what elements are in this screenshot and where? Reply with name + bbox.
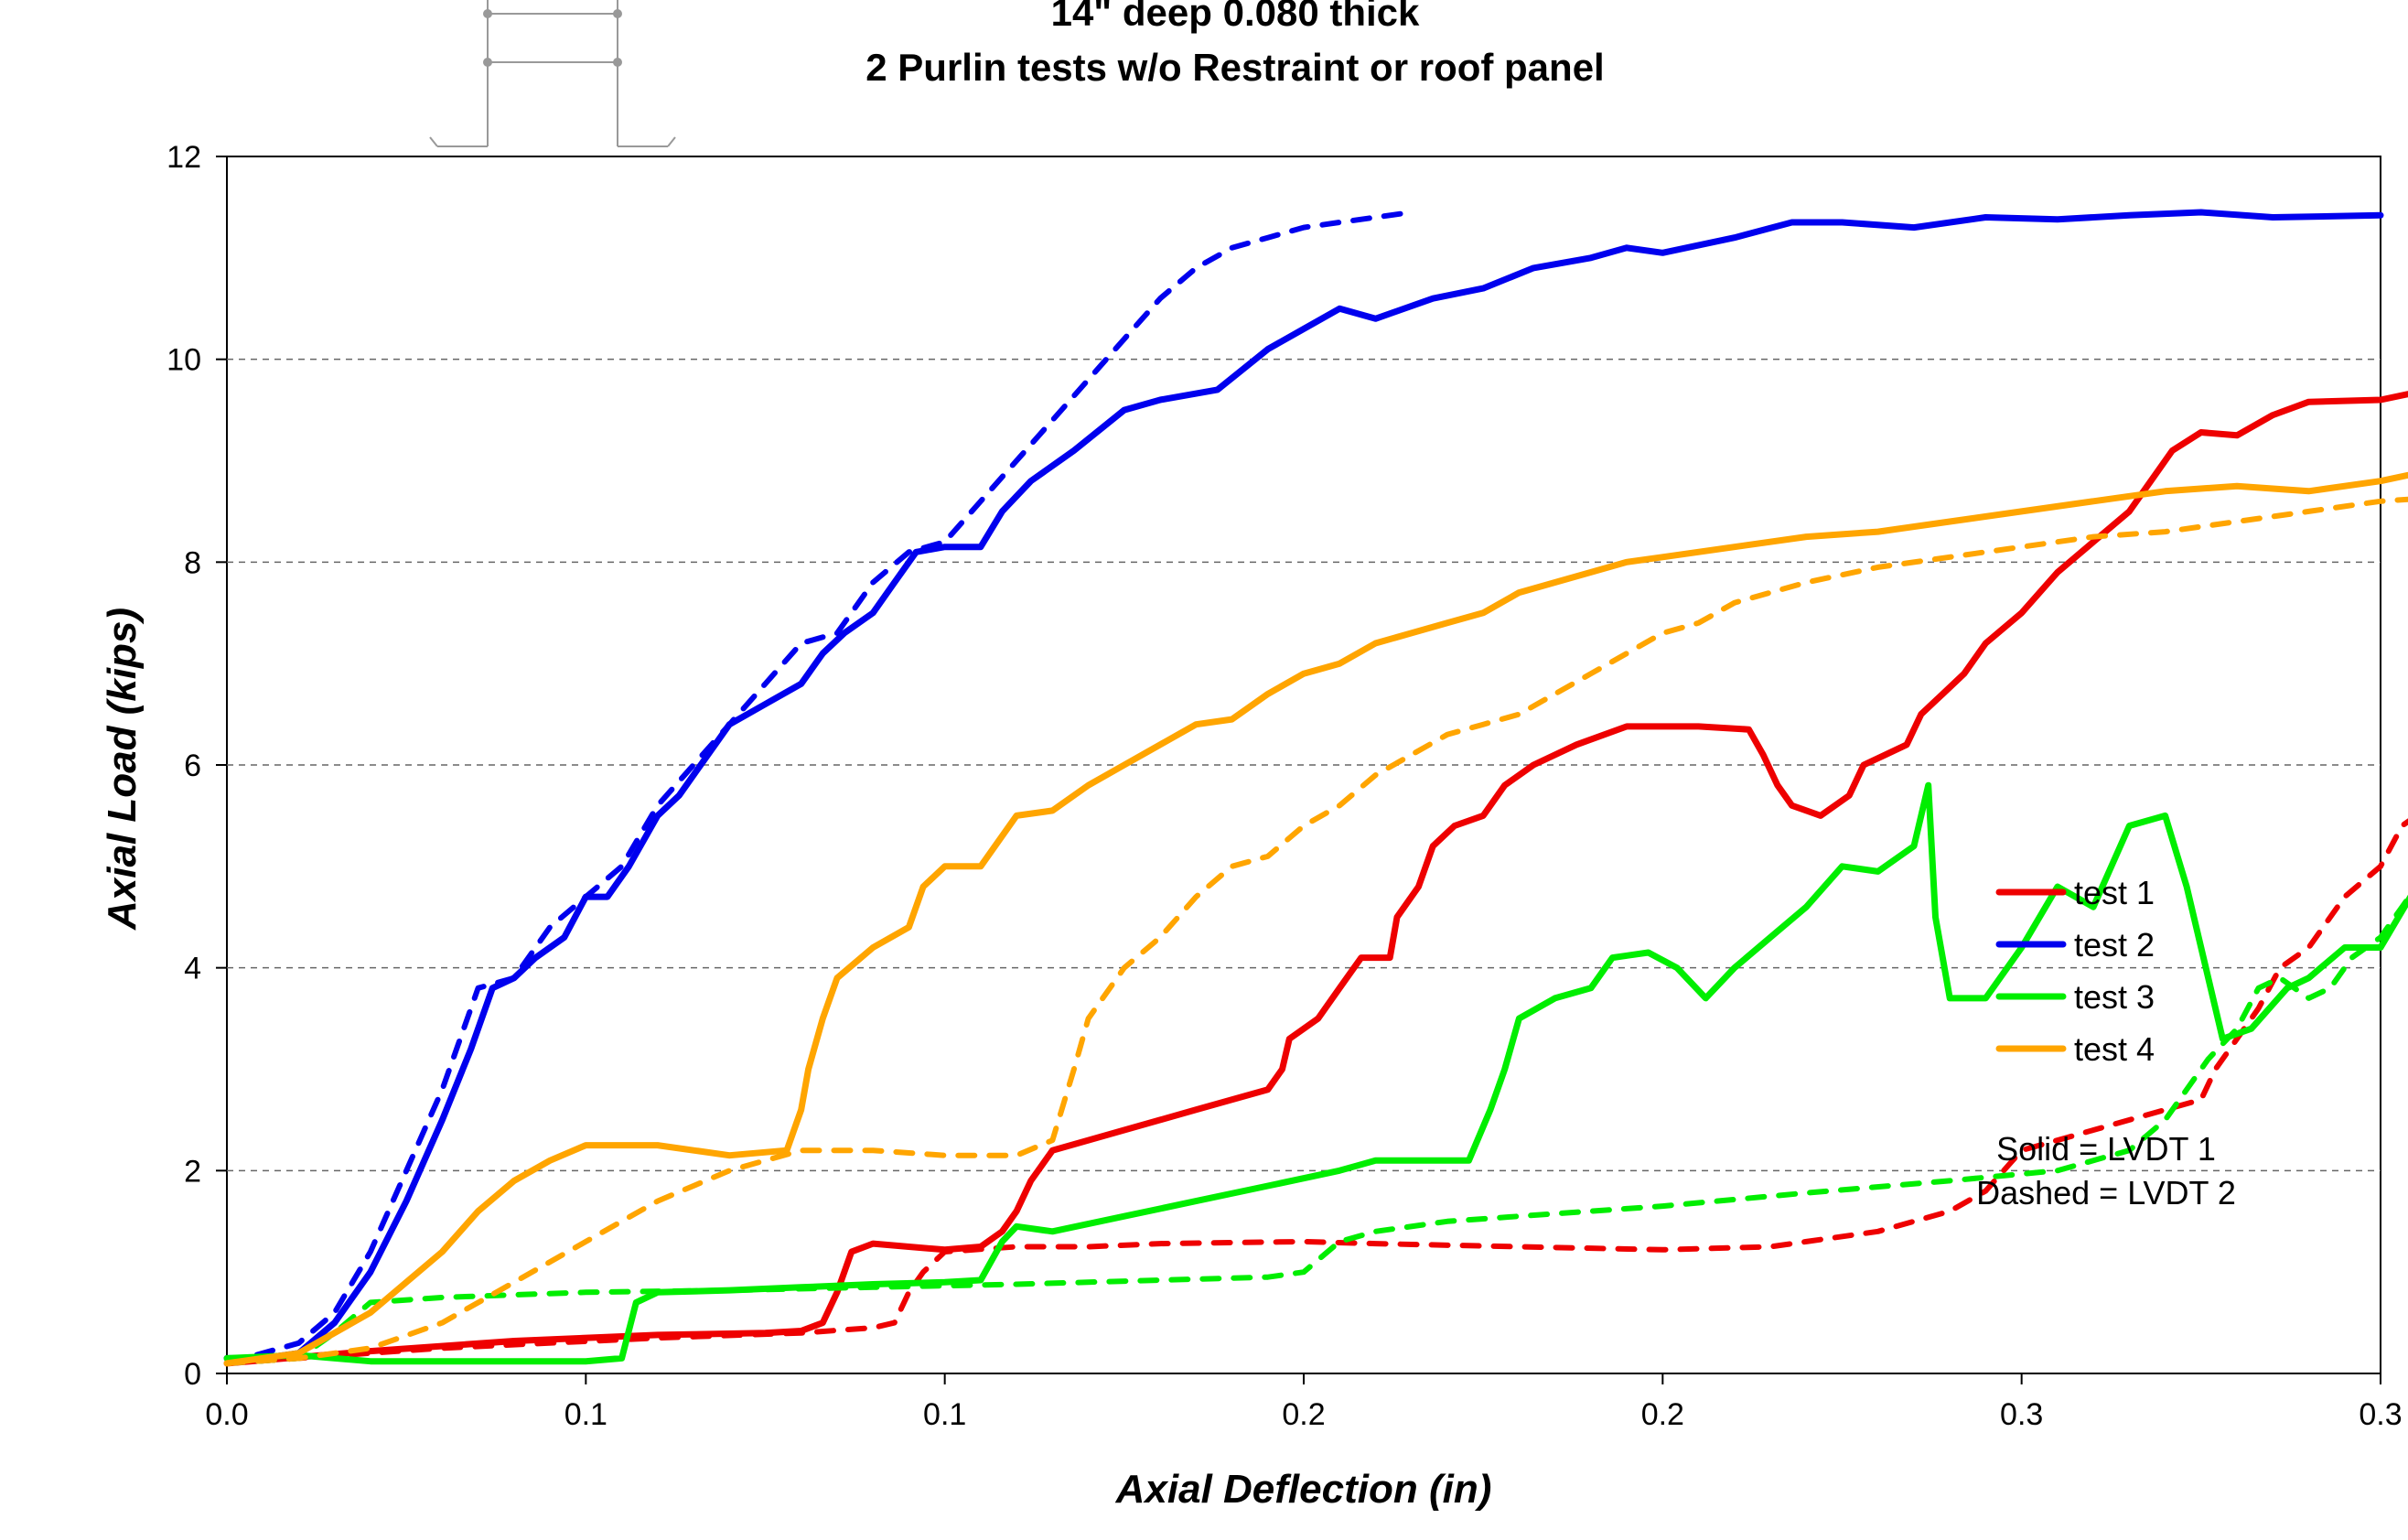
legend-label: test 1: [2074, 874, 2155, 911]
x-tick-label: 0.1: [564, 1397, 607, 1432]
gridlines: [227, 358, 2381, 1172]
y-tick-label: 6: [184, 748, 201, 783]
y-tick-label: 10: [167, 343, 201, 378]
series-line-test-3-solid: [223, 781, 2408, 1365]
series-line-test-3-dashed: [224, 893, 2408, 1366]
legend: test 1 test 2 test 3 test 4: [1995, 874, 2155, 1068]
series-lines: [223, 209, 2408, 1367]
y-tick-label: 4: [184, 952, 201, 986]
x-tick-label: 0.3: [2359, 1397, 2402, 1432]
y-tick-label: 12: [167, 140, 201, 175]
chart-title: 14" deep 0.080 thick: [1051, 0, 1420, 34]
x-axis-title: Axial Deflection (in): [1115, 1467, 1492, 1512]
series-line-test-1-dashed: [224, 818, 2408, 1366]
legend-label: test 3: [2074, 978, 2155, 1016]
purlin-section-illustration: [429, 0, 676, 147]
series-line-test-1-solid: [223, 391, 2408, 1367]
x-axis-ticks: 0.0 0.1 0.1 0.2 0.2 0.3 0.3: [205, 1373, 2403, 1432]
x-tick-label: 0.3: [2000, 1397, 2043, 1432]
series-line-test-4-dashed: [224, 496, 2408, 1366]
x-tick-label: 0.1: [923, 1397, 966, 1432]
legend-label: test 4: [2074, 1030, 2155, 1068]
note-solid: Solid = LVDT 1: [1996, 1130, 2216, 1168]
series-line-test-2-dashed: [224, 210, 1414, 1366]
y-tick-label: 8: [184, 545, 201, 580]
note-dashed: Dashed = LVDT 2: [1976, 1174, 2236, 1212]
legend-label: test 2: [2074, 926, 2155, 964]
chart-subtitle: 2 Purlin tests w/o Restraint or roof pan…: [865, 46, 1604, 89]
y-tick-label: 2: [184, 1154, 201, 1189]
x-tick-label: 0.2: [1282, 1397, 1325, 1432]
x-tick-label: 0.0: [205, 1397, 248, 1432]
x-tick-label: 0.2: [1641, 1397, 1684, 1432]
y-axis-ticks: 0 2 4 6 8 10 12: [167, 140, 227, 1392]
y-axis-title: Axial Load (kips): [100, 608, 145, 931]
series-line-test-4-solid: [223, 471, 2408, 1367]
y-tick-label: 0: [184, 1357, 201, 1392]
